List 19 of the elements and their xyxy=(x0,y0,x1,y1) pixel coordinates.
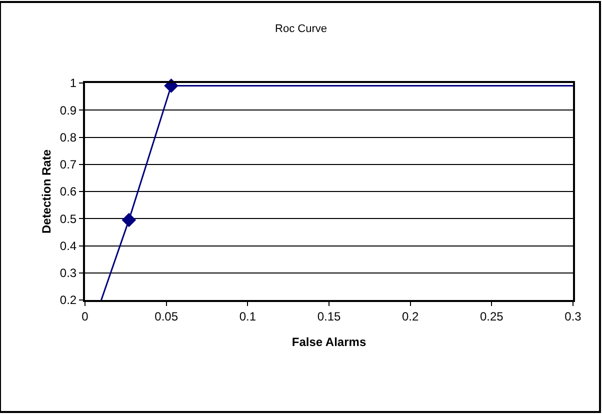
x-tick-label: 0 xyxy=(82,309,89,324)
y-tick-label: 1 xyxy=(70,76,77,90)
y-tick-label: 0.8 xyxy=(60,130,77,144)
y-tick-label: 0.6 xyxy=(60,184,77,199)
y-tick-label: 0.7 xyxy=(60,158,77,172)
y-tick-label: 0.2 xyxy=(60,293,77,308)
x-tick-label: 0.1 xyxy=(239,309,256,324)
x-tick-label: 0.2 xyxy=(402,309,419,324)
chart-title: Roc Curve xyxy=(275,22,327,35)
x-tick-label: 0.3 xyxy=(564,309,582,324)
y-axis-title: Detection Rate xyxy=(40,149,54,234)
y-tick-label: 0.9 xyxy=(60,103,77,118)
y-tick-label: 0.4 xyxy=(60,238,77,253)
x-axis-title: False Alarms xyxy=(292,334,366,349)
x-tick-label: 0.05 xyxy=(154,309,178,324)
x-tick-label: 0.25 xyxy=(480,309,504,324)
y-tick-label: 0.5 xyxy=(60,212,77,226)
x-tick-label: 0.15 xyxy=(317,309,341,324)
y-tick-label: 0.3 xyxy=(60,266,77,280)
